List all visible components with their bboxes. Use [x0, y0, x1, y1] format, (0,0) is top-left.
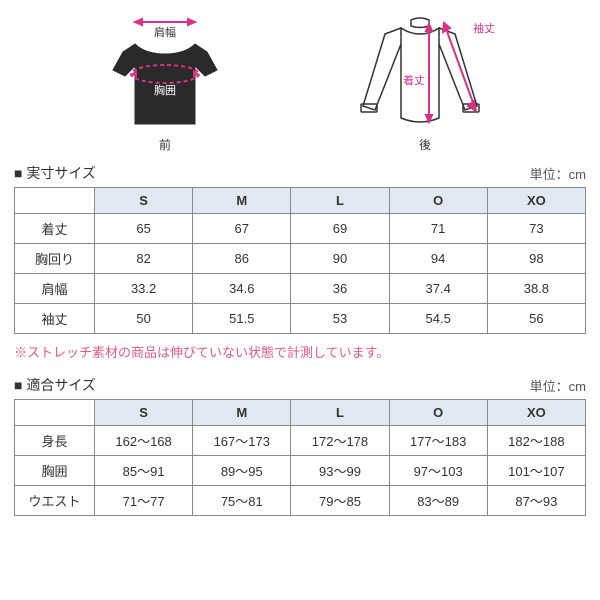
table-row: 身長162～168167～173172～178177～183182～188	[15, 426, 586, 456]
table-cell: 69	[291, 214, 389, 244]
table-cell: 75～81	[193, 486, 291, 516]
table-cell: 98	[487, 244, 585, 274]
diagram-back: 着丈 袖丈 後	[345, 14, 505, 153]
section1-unit: 単位：cm	[530, 164, 586, 183]
chest-circumference-label: 胸囲	[154, 83, 176, 97]
table-cell: 65	[95, 214, 193, 244]
table-row: 胸囲85～9189～9593～9997～103101～107	[15, 456, 586, 486]
table-cell: 97～103	[389, 456, 487, 486]
table-row: 肩幅33.234.63637.438.8	[15, 274, 586, 304]
table-row: 着丈6567697173	[15, 214, 586, 244]
table-corner	[15, 400, 95, 426]
table-corner	[15, 188, 95, 214]
diagram-front: 肩幅 胸囲 前	[95, 14, 235, 153]
diagram-back-caption: 後	[345, 136, 505, 153]
table-cell: 177～183	[389, 426, 487, 456]
table-cell: 86	[193, 244, 291, 274]
tshirt-front-svg: 肩幅 胸囲	[95, 14, 235, 134]
table-cell: 83～89	[389, 486, 487, 516]
table-cell: 51.5	[193, 304, 291, 334]
row-label: 袖丈	[15, 304, 95, 334]
section2-unit: 単位：cm	[530, 376, 586, 395]
sleeve-length-label: 袖丈	[473, 21, 495, 35]
table-cell: 56	[487, 304, 585, 334]
table-cell: 33.2	[95, 274, 193, 304]
table-cell: 162～168	[95, 426, 193, 456]
body-length-label: 着丈	[403, 73, 425, 87]
table-cell: 94	[389, 244, 487, 274]
size-header: XO	[487, 188, 585, 214]
table-cell: 53	[291, 304, 389, 334]
table-cell: 71	[389, 214, 487, 244]
table-cell: 54.5	[389, 304, 487, 334]
table-cell: 37.4	[389, 274, 487, 304]
section1-title: ■ 実寸サイズ	[14, 163, 96, 183]
table-cell: 50	[95, 304, 193, 334]
size-header: M	[193, 188, 291, 214]
diagram-front-caption: 前	[95, 136, 235, 153]
section2-head: ■ 適合サイズ 単位：cm	[14, 375, 586, 395]
size-header: M	[193, 400, 291, 426]
row-label: 着丈	[15, 214, 95, 244]
section1-body: 着丈6567697173胸回り8286909498肩幅33.234.63637.…	[15, 214, 586, 334]
actual-size-table: S M L O XO 着丈6567697173胸回り8286909498肩幅33…	[14, 187, 586, 334]
section2-body: 身長162～168167～173172～178177～183182～188胸囲8…	[15, 426, 586, 516]
table-row: 胸回り8286909498	[15, 244, 586, 274]
size-header: L	[291, 188, 389, 214]
section1-head: ■ 実寸サイズ 単位：cm	[14, 163, 586, 183]
table-cell: 82	[95, 244, 193, 274]
table-cell: 79～85	[291, 486, 389, 516]
table-cell: 90	[291, 244, 389, 274]
size-header: O	[389, 400, 487, 426]
table-cell: 38.8	[487, 274, 585, 304]
table-cell: 67	[193, 214, 291, 244]
table-header-row: S M L O XO	[15, 400, 586, 426]
row-label: 肩幅	[15, 274, 95, 304]
table-cell: 85～91	[95, 456, 193, 486]
table-cell: 101～107	[487, 456, 585, 486]
shirt-back-svg: 着丈 袖丈	[345, 14, 505, 134]
fit-size-table: S M L O XO 身長162～168167～173172～178177～18…	[14, 399, 586, 516]
row-label: ウエスト	[15, 486, 95, 516]
size-header: O	[389, 188, 487, 214]
diagrams-row: 肩幅 胸囲 前	[14, 14, 586, 153]
table-cell: 36	[291, 274, 389, 304]
table-cell: 93～99	[291, 456, 389, 486]
row-label: 胸回り	[15, 244, 95, 274]
table-cell: 73	[487, 214, 585, 244]
shoulder-width-label: 肩幅	[154, 25, 176, 39]
size-header: XO	[487, 400, 585, 426]
table-cell: 167～173	[193, 426, 291, 456]
section2-title: ■ 適合サイズ	[14, 375, 96, 395]
table-cell: 71～77	[95, 486, 193, 516]
table-cell: 89～95	[193, 456, 291, 486]
size-header: S	[95, 400, 193, 426]
table-row: 袖丈5051.55354.556	[15, 304, 586, 334]
row-label: 胸囲	[15, 456, 95, 486]
table-row: ウエスト71～7775～8179～8583～8987～93	[15, 486, 586, 516]
size-header: S	[95, 188, 193, 214]
stretch-note: ※ストレッチ素材の商品は伸びていない状態で計測しています。	[14, 342, 586, 361]
table-cell: 182～188	[487, 426, 585, 456]
table-cell: 34.6	[193, 274, 291, 304]
size-header: L	[291, 400, 389, 426]
table-header-row: S M L O XO	[15, 188, 586, 214]
table-cell: 87～93	[487, 486, 585, 516]
row-label: 身長	[15, 426, 95, 456]
table-cell: 172～178	[291, 426, 389, 456]
